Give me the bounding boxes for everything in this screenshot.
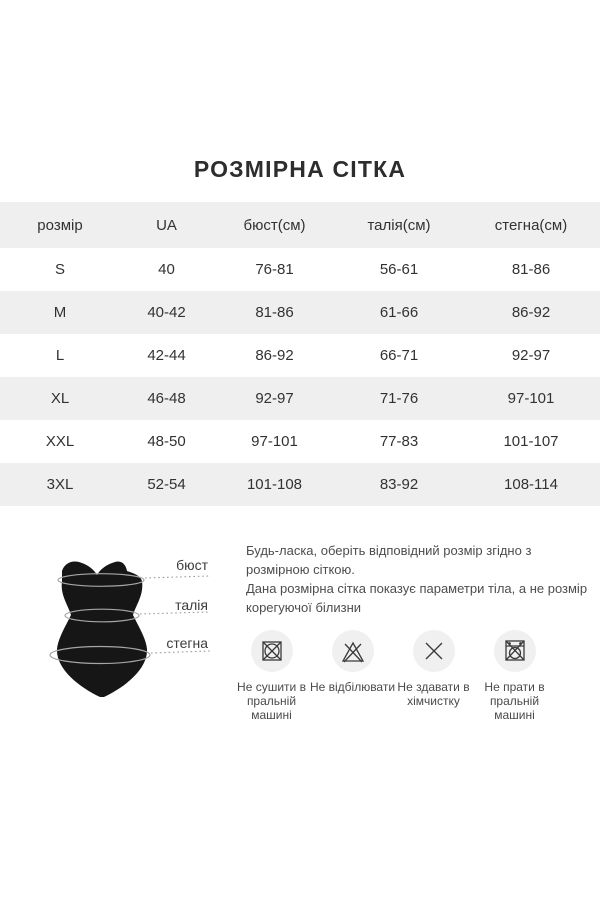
bust-label: бюст bbox=[176, 557, 208, 573]
header-hips: стегна(см) bbox=[462, 202, 600, 248]
cell-bust: 97-101 bbox=[251, 433, 298, 450]
header-size: розмір bbox=[0, 202, 120, 248]
size-table: розмір UA бюст(см) талія(см) стегна(см) … bbox=[0, 202, 600, 506]
bodysuit-illustration bbox=[49, 561, 211, 697]
table-header-row: розмір UA бюст(см) талія(см) стегна(см) bbox=[0, 202, 600, 248]
note-line: корегуючої білизни bbox=[246, 600, 362, 615]
cell-size: S bbox=[54, 261, 65, 278]
table-row: XL 46-48 92-97 71-76 97-101 bbox=[0, 377, 600, 420]
care-item: Не прати в пральній машині bbox=[474, 630, 555, 722]
care-label: Не прати в пральній машині bbox=[484, 680, 545, 722]
care-item: Не здавати в хімчистку bbox=[393, 630, 474, 722]
care-label: Не сушити в пральній машині bbox=[237, 680, 306, 722]
table-row: XXL 48-50 97-101 77-83 101-107 bbox=[0, 420, 600, 463]
cell-size: XL bbox=[50, 390, 70, 407]
cell-bust: 76-81 bbox=[255, 261, 294, 278]
care-label: Не відбілювати bbox=[309, 680, 396, 694]
header-waist: талія(см) bbox=[336, 202, 462, 248]
cell-hips: 108-114 bbox=[504, 476, 558, 493]
cell-waist: 56-61 bbox=[379, 261, 419, 278]
cell-waist: 77-83 bbox=[379, 433, 419, 450]
care-instructions: Не сушити в пральній машині Не відбілюва… bbox=[231, 630, 555, 722]
cell-size: L bbox=[55, 347, 65, 364]
cell-ua: 42-44 bbox=[147, 347, 186, 364]
cell-hips: 86-92 bbox=[511, 304, 551, 321]
hips-label: стегна bbox=[166, 635, 208, 651]
bust-ellipse bbox=[57, 573, 145, 587]
cell-waist: 83-92 bbox=[379, 476, 419, 493]
table-row: S 40 76-81 56-61 81-86 bbox=[0, 248, 600, 291]
cell-size: XXL bbox=[45, 433, 75, 450]
table-row: M 40-42 81-86 61-66 86-92 bbox=[0, 291, 600, 334]
bust-leader-line bbox=[144, 575, 211, 579]
cell-ua: 46-48 bbox=[147, 390, 186, 407]
cell-ua: 52-54 bbox=[147, 476, 186, 493]
cell-hips: 81-86 bbox=[511, 261, 551, 278]
cell-bust: 101-108 bbox=[246, 476, 303, 493]
do-not-machine-wash-icon bbox=[493, 630, 536, 672]
leader-lines bbox=[139, 575, 211, 654]
do-not-bleach-icon bbox=[331, 630, 374, 672]
waist-label: талія bbox=[175, 597, 208, 613]
care-label: Не здавати в хімчистку bbox=[397, 680, 470, 708]
note-line: Будь-ласка, оберіть відповідний розмір з… bbox=[246, 543, 532, 558]
cell-hips: 97-101 bbox=[507, 390, 555, 407]
note-line: розмірною сіткою. bbox=[246, 562, 355, 577]
cell-hips: 101-107 bbox=[503, 433, 559, 450]
cell-waist: 61-66 bbox=[379, 304, 419, 321]
cell-ua: 40-42 bbox=[147, 304, 186, 321]
cell-waist: 66-71 bbox=[379, 347, 419, 364]
measurement-ellipses bbox=[49, 573, 151, 665]
page-title: РОЗМІРНА СІТКА bbox=[193, 156, 407, 182]
note-line: Дана розмірна сітка показує параметри ті… bbox=[246, 581, 588, 596]
waist-leader-line bbox=[139, 611, 211, 615]
bodysuit-silhouette bbox=[56, 561, 148, 697]
do-not-dry-clean-icon bbox=[412, 630, 455, 672]
cell-waist: 71-76 bbox=[379, 390, 419, 407]
hips-ellipse bbox=[49, 645, 151, 665]
table-row: 3XL 52-54 101-108 83-92 108-114 bbox=[0, 463, 600, 506]
cell-bust: 81-86 bbox=[255, 304, 294, 321]
hips-leader-line bbox=[150, 650, 211, 654]
table-row: L 42-44 86-92 66-71 92-97 bbox=[0, 334, 600, 377]
cell-bust: 92-97 bbox=[255, 390, 294, 407]
header-ua: UA bbox=[120, 202, 213, 248]
cell-size: M bbox=[53, 304, 67, 321]
cell-hips: 92-97 bbox=[511, 347, 551, 364]
cell-size: 3XL bbox=[46, 476, 74, 493]
header-bust: бюст(см) bbox=[213, 202, 336, 248]
do-not-tumble-dry-icon bbox=[250, 630, 293, 672]
cell-ua: 40 bbox=[158, 261, 175, 278]
size-notes: Будь-ласка, оберіть відповідний розмір з… bbox=[246, 541, 598, 617]
cell-ua: 48-50 bbox=[147, 433, 186, 450]
waist-ellipse bbox=[64, 608, 140, 623]
care-item: Не сушити в пральній машині bbox=[231, 630, 312, 722]
cell-bust: 86-92 bbox=[255, 347, 294, 364]
care-item: Не відбілювати bbox=[309, 630, 396, 722]
